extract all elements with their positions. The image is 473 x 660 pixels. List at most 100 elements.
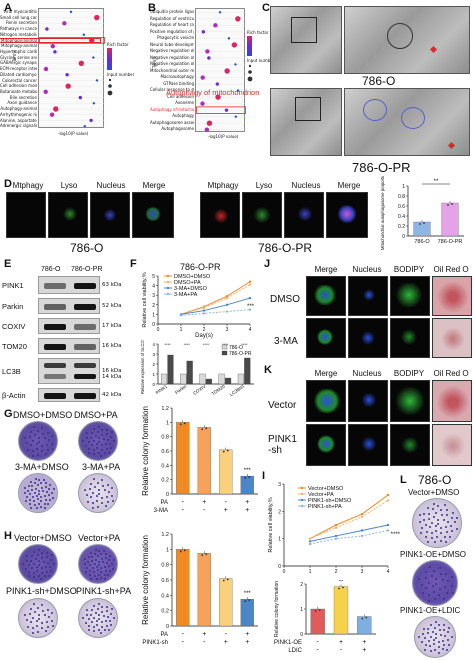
colony-dot [433,643,436,646]
colony-dot [427,593,430,596]
colony-dot [92,625,95,628]
colony-dot [98,550,100,553]
colony-dot [450,585,453,588]
blot-protein-label: PINK1 [2,281,24,290]
colony-dot [85,614,88,617]
panel-k-pink1sh-merge [306,424,346,466]
colony-dot [29,435,32,438]
colony-dot [49,558,52,561]
term-label: Autophagy of mitochondrion [150,106,194,112]
colony-dot [104,566,106,569]
panel-b-plot [195,8,246,132]
colony-dot [50,554,53,557]
colony-dot [450,524,453,527]
x-axis-label: Day(s) [195,333,213,339]
term-dot [234,63,237,66]
series-point [308,537,312,540]
bar [218,373,225,385]
colony-dot [32,632,35,635]
series-point [248,308,252,311]
colony-dot [28,502,31,505]
term-dot [224,68,230,74]
panel-label-b: B [148,2,156,14]
colony-dot [424,644,427,647]
colony-dot [433,569,436,572]
condition-sign: + [245,639,249,646]
colony-dot [35,619,38,622]
replicate-point [365,616,368,619]
colony-dot [432,585,435,588]
colony-dot [438,587,441,590]
x-tick-label: 1 [180,327,183,333]
colony-dot [449,536,452,539]
colony-dot [442,639,445,642]
colony-dot [435,511,438,514]
colony-dot [92,478,95,481]
colony-dot [431,630,434,633]
blot-kda-label: 52 kDa [102,303,122,309]
colony-dot [90,609,93,612]
panel-g-label-3mapa: 3-MA+PA [82,462,121,472]
blot-band [44,393,66,399]
panel-a-legend: Rich factor Input number [107,42,134,102]
colony-dot [97,573,100,576]
colony-dot [435,583,437,585]
colony-dot [427,627,430,630]
colony-dot [100,621,103,624]
colony-dot [100,576,103,579]
panel-e-col-786opr: 786-O-PR [71,266,103,273]
colony-dot [45,620,48,623]
colony-dot [100,606,103,609]
y-tick-label: 0.6 [398,204,405,210]
bar [161,373,168,385]
colony-dot [31,449,34,452]
panel-d-bar-chart: 0 0.2 0.4 0.6 0.8 1 786-O 786-O-PR Mitochondrial… [380,176,464,250]
colony-dot [93,428,96,431]
colony-dot [110,447,113,450]
colony-dot [47,503,50,506]
colony-dot [443,643,446,646]
y-tick-label: 0 [278,564,281,570]
y-tick-label: 0 [166,624,169,630]
colony-dot [105,606,108,609]
bar [219,578,233,627]
colony-dot [44,566,47,569]
term-dot [206,120,213,126]
panel-label-i: I [262,470,266,482]
panel-d-786opr-nucleus [284,192,324,238]
colony-dot [430,532,433,535]
colony-dot [51,434,54,437]
term-label: Phagocytic vesicle [157,35,194,41]
colony-dot [86,432,89,435]
colony-dot [34,611,37,614]
bar [176,549,190,627]
colony-dot [43,502,46,505]
colony-dot [48,494,51,497]
legend-marker [166,274,170,278]
panel-f-line-chart: 0 1 2 3 4 5 0 1 2 3 4 Day(s) Relative cell viability… [142,272,255,339]
colony-dot [96,499,99,502]
replicate-point [248,599,251,602]
panel-g-plate-dmsopa [78,421,118,461]
colony-dot [433,541,436,544]
panel-g-label-3madmso: 3-MA+DMSO [15,462,69,472]
colony-dot [100,567,103,570]
colony-dot [112,567,115,570]
condition-sign: - [340,647,343,654]
y-tick-label: 0.8 [161,435,169,441]
colony-dot [425,535,428,538]
colony-dot [104,569,107,572]
x-tick-label: 786-O-PR [438,239,463,245]
colony-dot [86,567,89,570]
bar [310,608,325,635]
colony-dot [32,455,35,458]
colony-dot [40,450,43,453]
series-point [360,534,364,538]
colony-dot [45,491,48,494]
colony-dot [85,493,88,496]
panel-label-f: F [130,258,137,270]
x-tick-label: 4 [387,569,390,575]
colony-dot [105,433,108,436]
colony-dot [94,486,97,489]
